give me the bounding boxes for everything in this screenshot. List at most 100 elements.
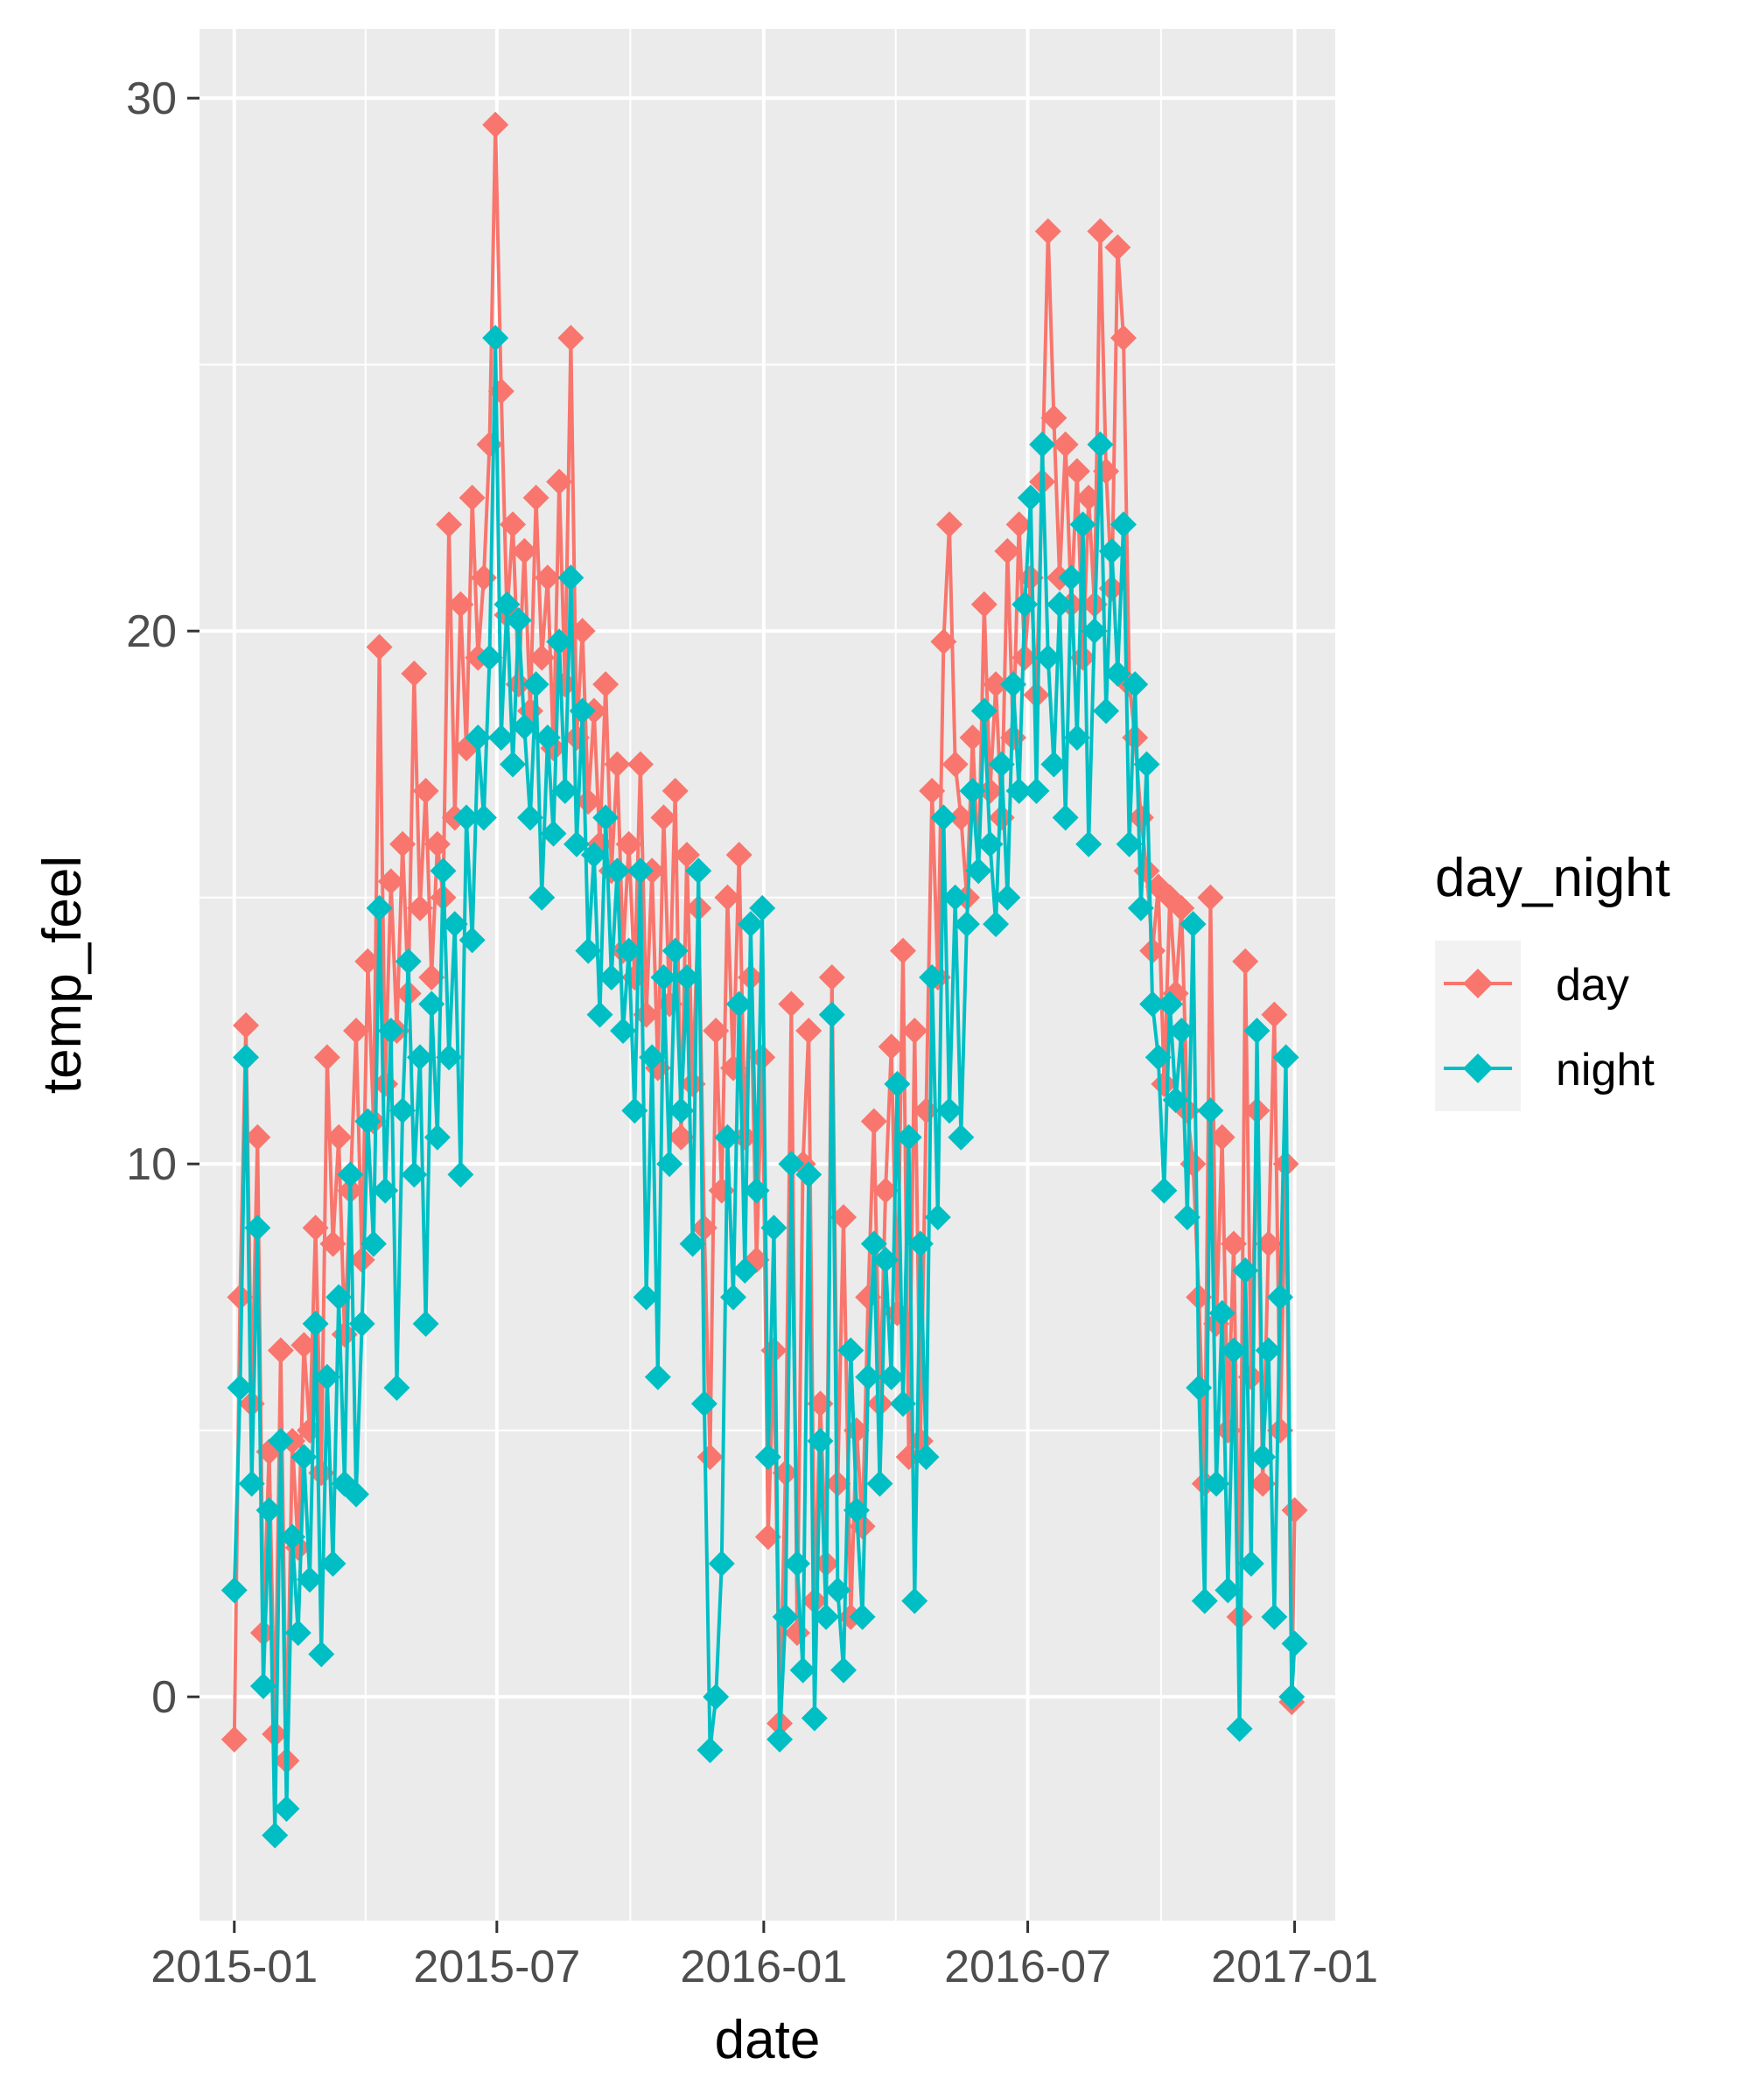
data-point-night — [789, 1656, 816, 1684]
data-point-night — [441, 911, 468, 938]
data-point-night — [976, 830, 1004, 858]
data-point-day — [377, 868, 404, 895]
x-tick-label: 2016-07 — [944, 1942, 1111, 1992]
data-point-night — [1208, 1299, 1236, 1326]
data-point-night — [948, 1124, 975, 1151]
series-line-night — [232, 336, 1297, 1838]
legend-label-night: night — [1556, 1045, 1655, 1096]
data-point-night — [895, 1124, 922, 1151]
data-point-night — [1139, 990, 1166, 1018]
data-point-night — [1278, 1684, 1306, 1711]
series-layer — [220, 111, 1308, 1849]
data-point-night — [913, 1444, 940, 1471]
data-point-night — [1261, 1603, 1288, 1630]
data-point-day — [220, 1726, 248, 1753]
data-point-night — [377, 1017, 404, 1044]
data-point-night — [354, 1108, 382, 1135]
data-point-day — [575, 788, 602, 816]
data-point-day — [1208, 1124, 1236, 1151]
y-axis-title: temp_feel — [32, 856, 93, 1094]
data-point-day — [511, 537, 538, 564]
data-point-night — [714, 1124, 741, 1151]
data-point-night — [872, 1246, 900, 1273]
data-point-day — [412, 777, 439, 804]
data-point-night — [313, 1363, 340, 1390]
data-point-day — [830, 1204, 858, 1231]
data-point-night — [772, 1603, 799, 1630]
data-point-day — [1220, 1230, 1247, 1257]
data-point-night — [610, 1017, 637, 1044]
data-point-day — [983, 671, 1010, 698]
data-point-day — [1110, 325, 1137, 352]
data-point-night — [412, 1310, 439, 1337]
data-point-day — [1040, 404, 1068, 431]
data-point-day — [1261, 1001, 1288, 1028]
data-point-night — [540, 820, 567, 847]
data-point-night — [983, 911, 1010, 938]
data-point-night — [522, 671, 550, 698]
data-point-night — [233, 1044, 260, 1071]
data-point-night — [708, 1550, 735, 1577]
data-point-day — [424, 830, 451, 858]
legend-label-day: day — [1556, 960, 1629, 1011]
data-point-night — [256, 1497, 283, 1524]
data-point-night — [1203, 1470, 1230, 1497]
data-point-night — [795, 1161, 822, 1188]
data-point-night — [685, 858, 712, 885]
data-point-night — [626, 858, 654, 885]
data-point-day — [1063, 458, 1090, 485]
data-point-day — [313, 1044, 340, 1071]
legend-items: day night — [1444, 960, 1655, 1096]
data-point-night — [1075, 830, 1102, 858]
data-point-night — [348, 1310, 375, 1337]
data-point-day — [482, 111, 509, 138]
data-point-night — [994, 884, 1021, 911]
legend-title: day_night — [1435, 848, 1670, 908]
data-point-night — [430, 858, 457, 885]
data-point-night — [279, 1523, 306, 1550]
legend-key-background — [1435, 941, 1521, 1111]
data-point-night — [901, 1587, 928, 1614]
data-point-day — [436, 511, 463, 538]
data-point-night — [1052, 804, 1079, 831]
data-point-night — [1116, 830, 1143, 858]
data-point-day — [348, 1246, 375, 1273]
data-point-day — [500, 511, 527, 538]
data-point-night — [1063, 724, 1090, 751]
data-point-night — [1272, 1044, 1299, 1071]
data-point-night — [743, 1177, 770, 1204]
data-point-day — [615, 830, 642, 858]
legend-item-night: night — [1444, 1045, 1655, 1096]
data-point-day — [1197, 884, 1224, 911]
y-axis: 0 10 20 30 — [126, 74, 200, 1723]
data-point-day — [557, 325, 584, 352]
data-point-night — [749, 894, 776, 921]
x-tick-label: 2015-01 — [150, 1942, 318, 1992]
y-tick-label: 10 — [126, 1139, 177, 1190]
data-point-night — [494, 591, 521, 618]
data-point-night — [453, 804, 480, 831]
data-point-day — [447, 591, 474, 618]
data-point-night — [267, 1427, 294, 1454]
data-point-night — [650, 964, 677, 991]
data-point-night — [1017, 484, 1044, 511]
data-point-night — [1197, 1097, 1224, 1124]
data-point-night — [615, 937, 642, 964]
data-point-day — [326, 1124, 353, 1151]
data-point-night — [725, 990, 752, 1018]
data-point-night — [1133, 751, 1160, 778]
data-point-day — [244, 1124, 271, 1151]
data-point-night — [754, 1444, 781, 1471]
data-point-day — [860, 1108, 887, 1135]
data-point-night — [401, 1161, 428, 1188]
data-point-day — [522, 484, 550, 511]
data-point-night — [534, 724, 561, 751]
data-point-night — [830, 1656, 858, 1684]
data-point-night — [273, 1796, 300, 1823]
data-point-night — [766, 1726, 794, 1753]
data-point-night — [930, 804, 957, 831]
data-point-day — [1034, 218, 1061, 245]
data-point-day — [592, 671, 620, 698]
y-tick-label: 0 — [151, 1672, 177, 1723]
